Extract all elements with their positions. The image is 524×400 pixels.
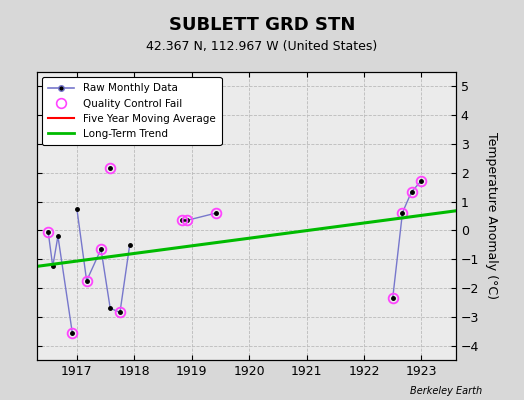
Y-axis label: Temperature Anomaly (°C): Temperature Anomaly (°C) [485,132,498,300]
Text: Berkeley Earth: Berkeley Earth [410,386,482,396]
Legend: Raw Monthly Data, Quality Control Fail, Five Year Moving Average, Long-Term Tren: Raw Monthly Data, Quality Control Fail, … [42,77,222,145]
Text: SUBLETT GRD STN: SUBLETT GRD STN [169,16,355,34]
Text: 42.367 N, 112.967 W (United States): 42.367 N, 112.967 W (United States) [146,40,378,53]
